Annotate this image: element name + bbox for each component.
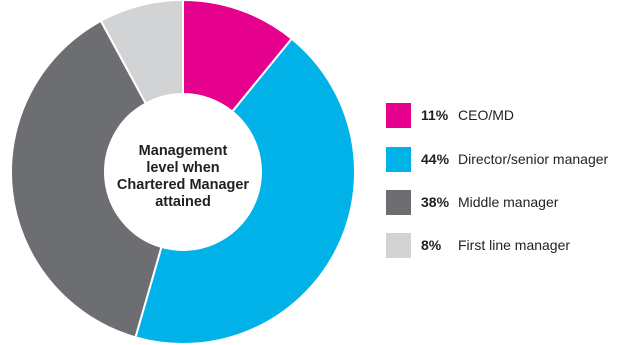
legend-item-ceo-md: 11% CEO/MD — [386, 102, 514, 128]
donut-chart — [10, 0, 356, 345]
chart-title-line: Management — [138, 143, 228, 159]
chart-title: Management level when Chartered Manager … — [108, 143, 258, 211]
legend-item-first-line-manager: 8% First line manager — [386, 232, 570, 258]
legend-swatch — [386, 189, 411, 215]
chart-title-line: Chartered Manager — [116, 177, 250, 193]
slice-director-senior-manager — [134, 37, 356, 345]
legend-swatch — [386, 232, 411, 258]
legend: 11% CEO/MD 44% Director/senior manager 3… — [386, 0, 641, 345]
slice-middle-manager — [10, 19, 163, 339]
legend-label: CEO/MD — [458, 107, 514, 123]
legend-swatch — [386, 102, 411, 128]
slice-first-line-manager — [99, 0, 184, 105]
legend-value: 38% — [421, 194, 450, 210]
legend-label: First line manager — [458, 237, 571, 253]
legend-label: Director/senior manager — [458, 151, 609, 167]
legend-swatch — [386, 146, 411, 172]
legend-label: Middle manager — [458, 194, 559, 210]
legend-item-director: 44% Director/senior manager — [386, 146, 608, 172]
legend-item-middle-manager: 38% Middle manager — [386, 189, 558, 215]
legend-value: 8% — [421, 237, 442, 253]
legend-value: 11% — [421, 107, 449, 123]
legend-value: 44% — [421, 151, 450, 167]
chart-title-line: level when — [146, 160, 220, 176]
chart-title-line: attained — [155, 194, 211, 210]
